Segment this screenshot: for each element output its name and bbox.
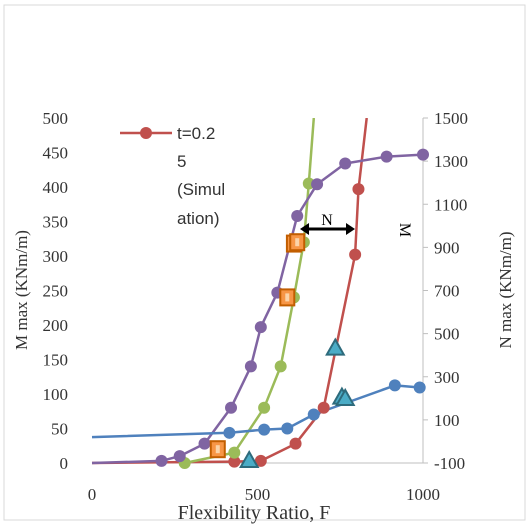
data-point xyxy=(258,401,271,414)
data-point xyxy=(258,423,271,436)
y-left-tick-label: 450 xyxy=(43,144,69,163)
axes: 050100150200250300350400450500-100100300… xyxy=(12,109,515,524)
data-point xyxy=(281,422,294,435)
y-right-tick-label: 1100 xyxy=(434,195,467,214)
y-left-axis-title: M max (KNm/m) xyxy=(12,230,31,350)
data-point xyxy=(155,454,168,467)
y-left-tick-label: 350 xyxy=(43,213,69,232)
x-tick-label: 1000 xyxy=(406,485,440,504)
data-point xyxy=(413,381,426,394)
y-right-tick-label: 1500 xyxy=(434,109,468,128)
data-point xyxy=(311,178,324,191)
data-point xyxy=(254,454,267,467)
y-left-tick-label: 250 xyxy=(43,282,69,301)
data-point xyxy=(223,426,236,439)
x-axis-title: Flexibility Ratio, F xyxy=(178,502,331,524)
n-arrow-head-right xyxy=(346,223,355,235)
data-point-triangle xyxy=(334,387,356,406)
data-point xyxy=(173,450,186,463)
data-point-square-inner xyxy=(215,445,220,454)
legend-label-line: (Simul xyxy=(177,180,225,199)
data-point xyxy=(380,150,393,163)
y-right-tick-label: 300 xyxy=(434,368,460,387)
series-layer xyxy=(91,118,429,469)
y-right-tick-label: 700 xyxy=(434,282,460,301)
legend-label-line: ation) xyxy=(177,209,220,228)
y-left-tick-label: 50 xyxy=(51,420,68,439)
y-right-tick-label: 1300 xyxy=(434,152,468,171)
data-point xyxy=(198,437,211,450)
data-point-triangle xyxy=(239,450,260,469)
x-tick-label: 0 xyxy=(88,485,97,504)
data-point xyxy=(307,408,320,421)
y-left-tick-label: 100 xyxy=(43,385,69,404)
data-point xyxy=(225,401,238,414)
chart-frame xyxy=(3,4,526,521)
data-point xyxy=(352,183,365,196)
data-point xyxy=(291,209,304,222)
y-right-tick-label: 100 xyxy=(434,411,460,430)
y-right-tick-label: -100 xyxy=(434,454,465,473)
y-left-tick-label: 0 xyxy=(60,454,69,473)
annotations: NM xyxy=(300,212,413,237)
y-left-tick-label: 150 xyxy=(43,351,69,370)
data-point-square-inner xyxy=(295,238,300,247)
data-point xyxy=(274,360,287,373)
legend-label-line: 5 xyxy=(177,152,186,171)
y-right-axis-title: N max (KNm/m) xyxy=(496,231,515,348)
data-point xyxy=(244,360,257,373)
legend-label-line: t=0.2 xyxy=(177,124,215,143)
data-point-square-inner xyxy=(285,293,290,302)
legend: t=0.2 5 (Simul ation) xyxy=(120,124,225,228)
n-arrow-head-left xyxy=(300,223,309,235)
data-point-triangle xyxy=(325,337,346,356)
data-point xyxy=(289,437,302,450)
m-annotation-label: M xyxy=(396,223,413,237)
data-point xyxy=(349,248,362,261)
y-left-tick-label: 300 xyxy=(43,247,69,266)
data-point xyxy=(339,157,352,170)
data-point xyxy=(417,148,429,161)
x-tick-label: 500 xyxy=(245,485,271,504)
data-point xyxy=(228,446,241,459)
y-left-tick-label: 200 xyxy=(43,316,69,335)
y-left-tick-label: 400 xyxy=(43,178,69,197)
data-point xyxy=(228,455,241,468)
data-point xyxy=(317,401,330,414)
legend-marker xyxy=(140,127,152,139)
y-left-tick-label: 500 xyxy=(43,109,69,128)
data-point xyxy=(254,321,267,334)
y-right-tick-label: 900 xyxy=(434,238,460,257)
series-line-1 xyxy=(184,118,316,465)
y-right-tick-label: 500 xyxy=(434,325,460,344)
n-annotation-label: N xyxy=(321,212,333,229)
data-point xyxy=(388,379,401,392)
